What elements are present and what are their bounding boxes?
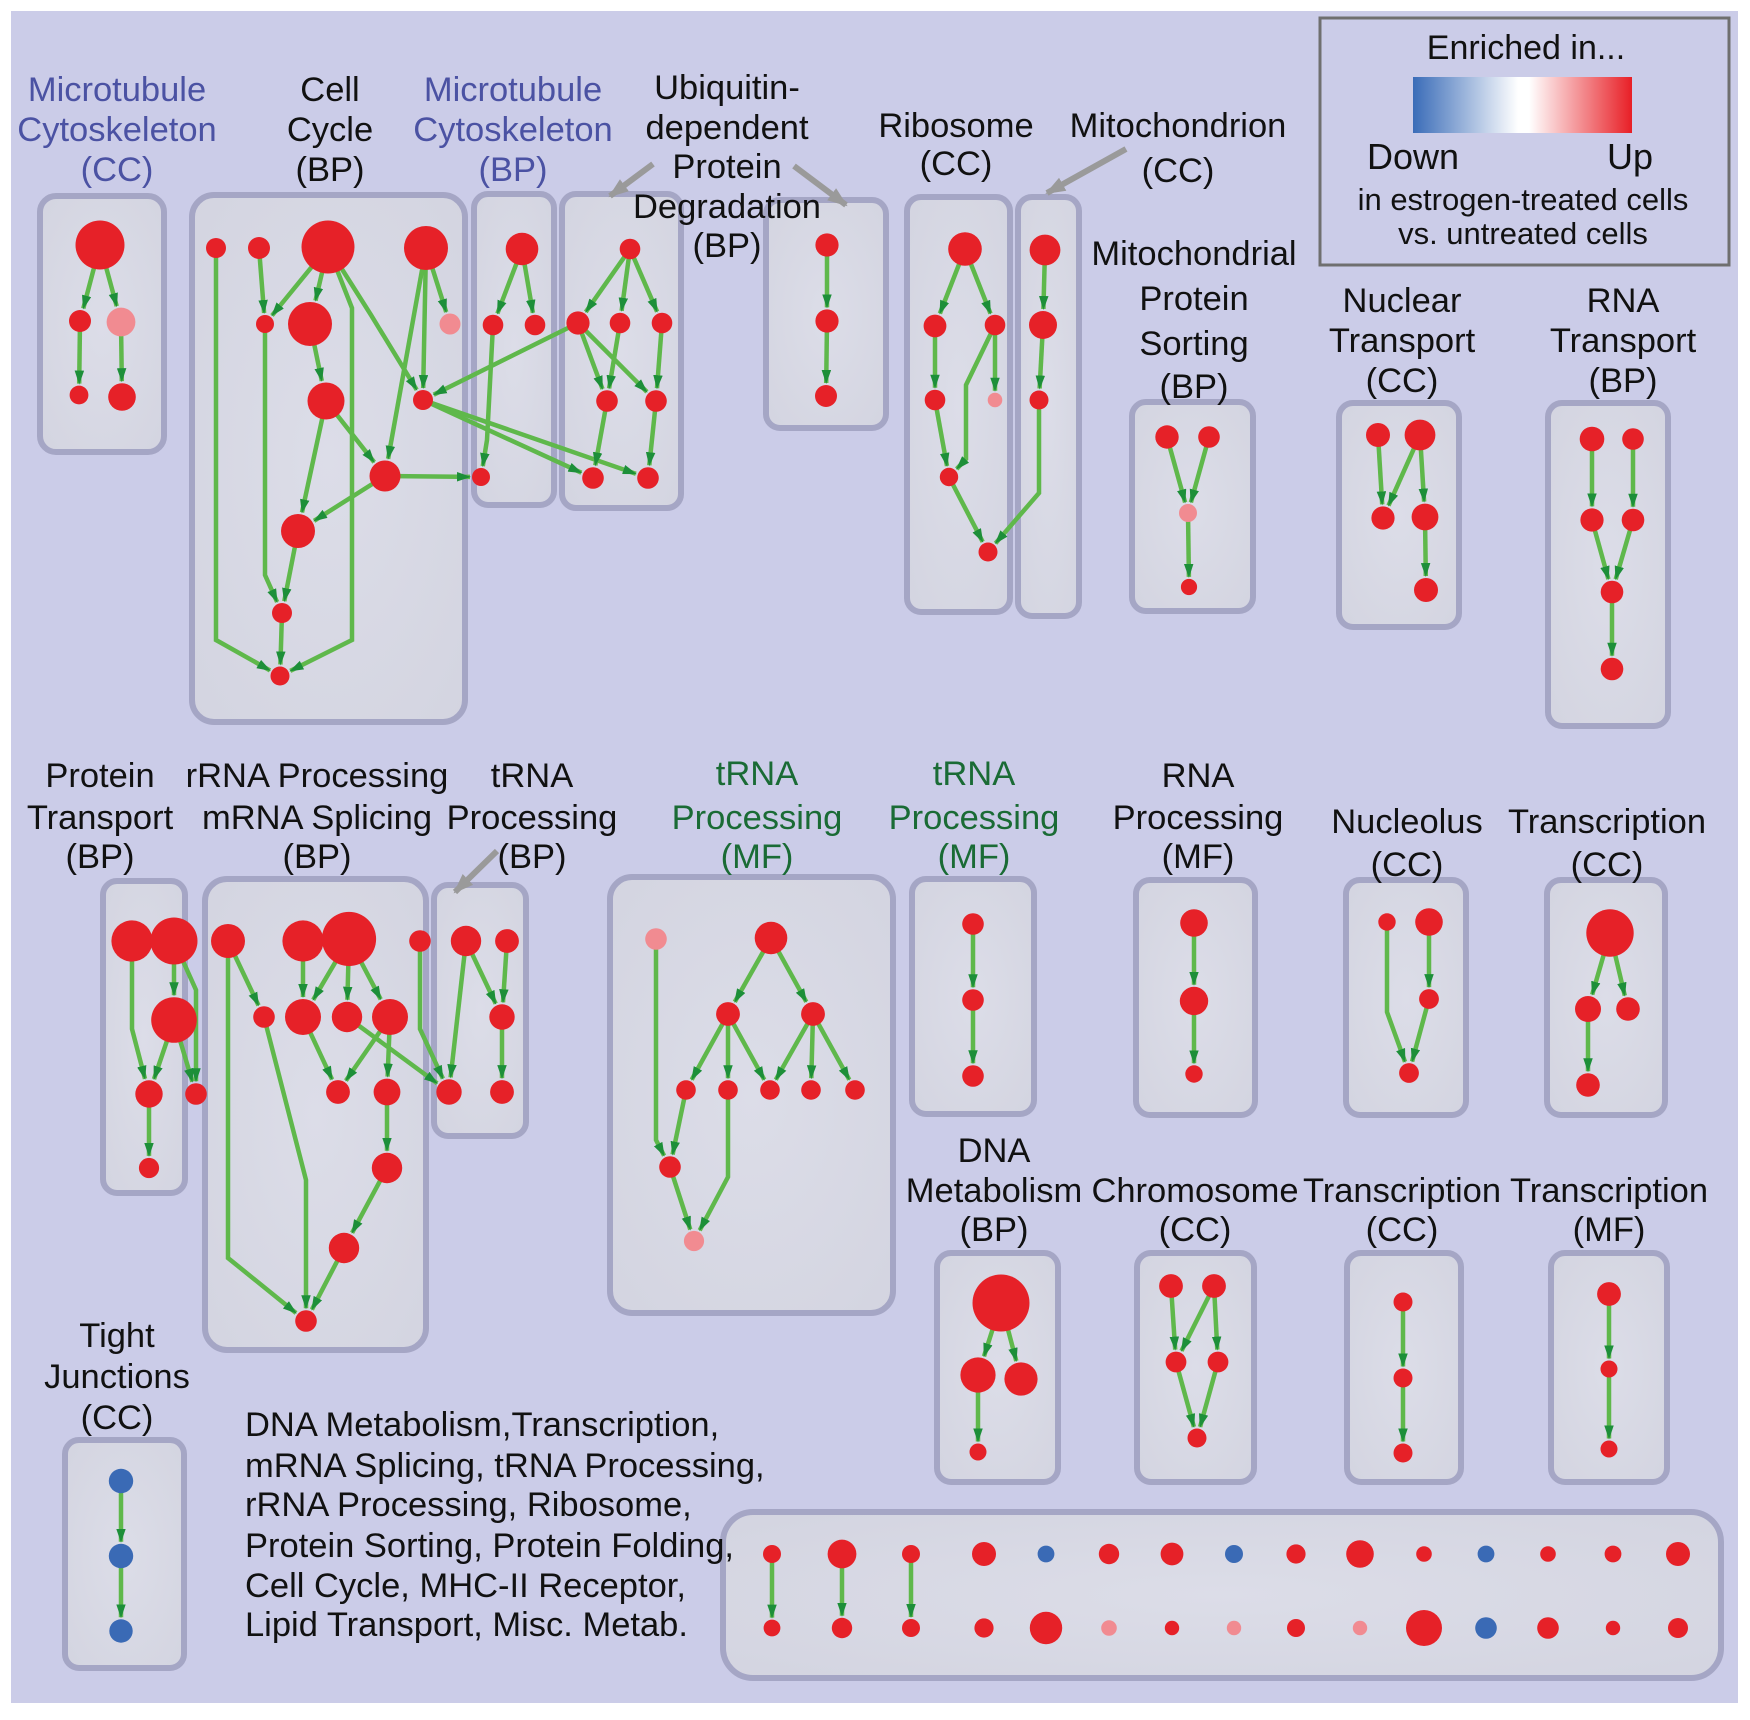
svg-text:Enriched in...: Enriched in... [1427, 29, 1625, 67]
svg-text:(MF): (MF) [1162, 838, 1235, 876]
svg-text:dependent: dependent [645, 109, 808, 147]
svg-text:rRNA Processing, Ribosome,: rRNA Processing, Ribosome, [245, 1486, 692, 1524]
svg-text:Nuclear: Nuclear [1343, 282, 1462, 320]
svg-text:Lipid Transport, Misc. Metab.: Lipid Transport, Misc. Metab. [245, 1606, 688, 1644]
svg-text:Degradation: Degradation [633, 188, 821, 226]
svg-text:(BP): (BP) [1589, 362, 1658, 400]
svg-text:(BP): (BP) [498, 838, 567, 876]
svg-text:(BP): (BP) [479, 151, 548, 189]
svg-text:Cycle: Cycle [287, 111, 373, 149]
svg-text:Processing: Processing [672, 799, 843, 837]
svg-text:(CC): (CC) [81, 1399, 154, 1437]
svg-text:Sorting: Sorting [1139, 325, 1248, 363]
svg-text:tRNA: tRNA [491, 757, 573, 795]
svg-text:DNA Metabolism,Transcription,: DNA Metabolism,Transcription, [245, 1406, 719, 1444]
svg-text:in estrogen-treated cells: in estrogen-treated cells [1358, 182, 1689, 217]
svg-text:(BP): (BP) [1160, 368, 1229, 406]
svg-text:Protein: Protein [45, 757, 154, 795]
svg-text:RNA: RNA [1162, 757, 1235, 795]
svg-text:Transport: Transport [27, 799, 174, 837]
svg-text:Metabolism: Metabolism [906, 1172, 1082, 1210]
svg-text:vs. untreated cells: vs. untreated cells [1398, 216, 1648, 251]
svg-text:Transport: Transport [1329, 322, 1476, 360]
svg-text:Down: Down [1367, 136, 1459, 177]
svg-text:Mitochondrial: Mitochondrial [1091, 235, 1296, 273]
svg-text:(CC): (CC) [1371, 846, 1444, 884]
svg-text:(CC): (CC) [1571, 846, 1644, 884]
svg-text:DNA: DNA [958, 1132, 1031, 1170]
svg-text:(BP): (BP) [66, 838, 135, 876]
svg-text:Mitochondrion: Mitochondrion [1070, 107, 1287, 145]
svg-text:Transcription: Transcription [1303, 1172, 1501, 1210]
svg-text:Cell Cycle, MHC-II Receptor,: Cell Cycle, MHC-II Receptor, [245, 1567, 686, 1605]
svg-text:mRNA Splicing, tRNA Processing: mRNA Splicing, tRNA Processing, [245, 1447, 765, 1485]
svg-text:Up: Up [1607, 136, 1653, 177]
svg-text:Protein: Protein [1139, 280, 1248, 318]
svg-text:Transcription: Transcription [1510, 1172, 1708, 1210]
svg-text:RNA: RNA [1587, 282, 1660, 320]
svg-text:Processing: Processing [889, 799, 1060, 837]
svg-text:Cytoskeleton: Cytoskeleton [413, 111, 612, 149]
svg-text:Junctions: Junctions [44, 1358, 190, 1396]
svg-text:(BP): (BP) [693, 227, 762, 265]
svg-text:(CC): (CC) [920, 145, 993, 183]
svg-text:(BP): (BP) [283, 838, 352, 876]
svg-text:(BP): (BP) [960, 1211, 1029, 1249]
svg-text:(CC): (CC) [1366, 362, 1439, 400]
svg-text:Microtubule: Microtubule [424, 71, 602, 109]
svg-text:Ribosome: Ribosome [878, 107, 1033, 145]
svg-text:Processing: Processing [447, 799, 618, 837]
svg-text:(CC): (CC) [81, 151, 154, 189]
svg-text:Chromosome: Chromosome [1091, 1172, 1298, 1210]
svg-text:(MF): (MF) [1573, 1211, 1646, 1249]
svg-text:Transcription: Transcription [1508, 803, 1706, 841]
svg-text:Transport: Transport [1550, 322, 1697, 360]
svg-text:(MF): (MF) [938, 838, 1011, 876]
svg-text:(CC): (CC) [1142, 152, 1215, 190]
svg-text:tRNA: tRNA [716, 755, 798, 793]
svg-text:Cytoskeleton: Cytoskeleton [17, 111, 216, 149]
svg-text:tRNA: tRNA [933, 755, 1015, 793]
svg-text:Tight: Tight [79, 1317, 155, 1355]
svg-text:mRNA Splicing: mRNA Splicing [202, 799, 432, 837]
svg-text:(CC): (CC) [1366, 1211, 1439, 1249]
svg-text:Nucleolus: Nucleolus [1331, 803, 1483, 841]
svg-text:(BP): (BP) [296, 151, 365, 189]
svg-text:Microtubule: Microtubule [28, 71, 206, 109]
svg-text:rRNA Processing: rRNA Processing [186, 757, 449, 795]
svg-text:(MF): (MF) [721, 838, 794, 876]
svg-text:Cell: Cell [300, 71, 359, 109]
svg-text:(CC): (CC) [1159, 1211, 1232, 1249]
svg-text:Protein: Protein [672, 148, 781, 186]
svg-text:Ubiquitin-: Ubiquitin- [654, 69, 800, 107]
svg-text:Processing: Processing [1113, 799, 1284, 837]
svg-text:Protein Sorting, Protein Foldi: Protein Sorting, Protein Folding, [245, 1527, 734, 1565]
